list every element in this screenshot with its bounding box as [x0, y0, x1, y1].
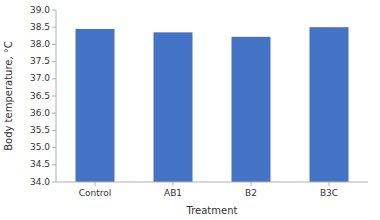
y-tick-label: 35.0 — [30, 142, 50, 152]
y-tick-label: 34.5 — [30, 159, 50, 169]
y-tick-label: 38.0 — [30, 39, 50, 49]
y-axis: 34.0 34.5 35.0 35.5 36.0 36.5 37.0 37.5 38.0 38.5… — [30, 5, 56, 187]
y-tick — [52, 78, 56, 79]
x-axis-line — [56, 182, 368, 183]
x-tick — [95, 182, 96, 186]
bar — [154, 32, 193, 182]
y-tick-label: 38.5 — [30, 22, 50, 32]
y-tick-label: 36.0 — [30, 108, 50, 118]
y-axis-line — [56, 10, 57, 182]
bars — [76, 27, 349, 182]
x-tick-label: B3C — [320, 188, 338, 198]
y-tick — [52, 27, 56, 28]
y-tick — [52, 113, 56, 114]
y-tick — [52, 61, 56, 62]
y-tick-label: 35.5 — [30, 125, 50, 135]
x-axis: Control AB1 B2 B3C — [79, 182, 338, 198]
y-tick-label: 37.0 — [30, 73, 50, 83]
x-axis-label: Treatment — [186, 205, 238, 216]
x-tick-label: AB1 — [164, 188, 182, 198]
bar — [76, 29, 115, 182]
y-tick-label: 36.5 — [30, 91, 50, 101]
y-tick — [52, 164, 56, 165]
y-tick-label: 37.5 — [30, 56, 50, 66]
chart: 34.0 34.5 35.0 35.5 36.0 36.5 37.0 37.5 38.0 38.5… — [0, 0, 380, 220]
y-tick — [52, 96, 56, 97]
x-tick-label: Control — [79, 188, 112, 198]
x-tick — [329, 182, 330, 186]
y-tick — [52, 147, 56, 148]
y-tick — [52, 10, 56, 11]
y-tick — [52, 130, 56, 131]
x-tick — [173, 182, 174, 186]
y-axis-label: Body temperature, °C — [3, 41, 14, 151]
x-tick — [251, 182, 252, 186]
y-tick-label: 34.0 — [30, 177, 50, 187]
bar — [310, 27, 349, 182]
chart-container: 34.0 34.5 35.0 35.5 36.0 36.5 37.0 37.5 38.0 38.5… — [0, 0, 380, 220]
y-tick — [52, 182, 56, 183]
x-tick-label: B2 — [245, 188, 257, 198]
y-tick — [52, 44, 56, 45]
bar — [232, 37, 271, 182]
y-tick-label: 39.0 — [30, 5, 50, 15]
